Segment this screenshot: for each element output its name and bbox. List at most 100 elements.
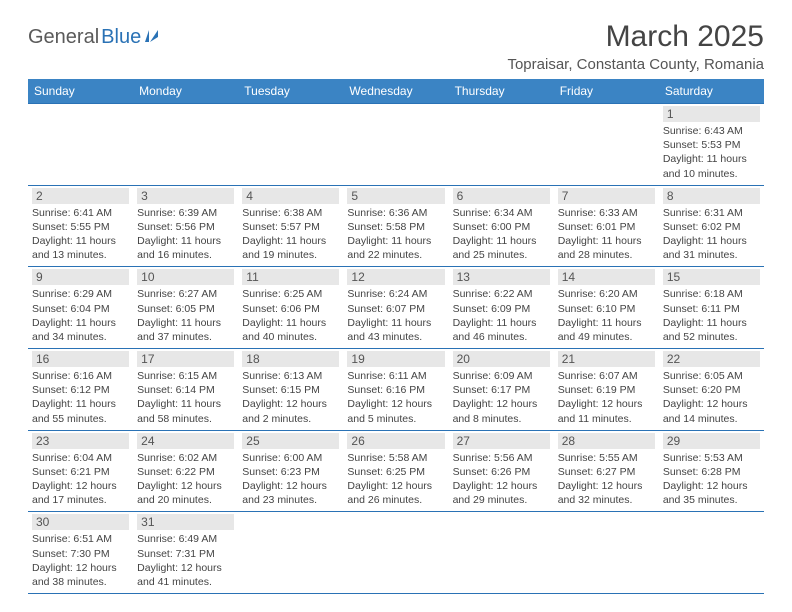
- day-number: 29: [663, 433, 760, 449]
- info-line-sunrise: Sunrise: 6:36 AM: [347, 206, 444, 220]
- info-line-sunset: Sunset: 6:28 PM: [663, 465, 760, 479]
- info-line-daylight2: and 26 minutes.: [347, 493, 444, 507]
- info-line-sunrise: Sunrise: 6:25 AM: [242, 287, 339, 301]
- calendar-cell: 28Sunrise: 5:55 AMSunset: 6:27 PMDayligh…: [554, 430, 659, 512]
- calendar-cell-empty: [343, 104, 448, 186]
- calendar-cell-empty: [133, 104, 238, 186]
- calendar-cell: 10Sunrise: 6:27 AMSunset: 6:05 PMDayligh…: [133, 267, 238, 349]
- info-line-daylight2: and 13 minutes.: [32, 248, 129, 262]
- calendar-row: 23Sunrise: 6:04 AMSunset: 6:21 PMDayligh…: [28, 430, 764, 512]
- header: General Blue March 2025 Topraisar, Const…: [28, 20, 764, 73]
- info-line-daylight1: Daylight: 11 hours: [137, 316, 234, 330]
- info-line-sunset: Sunset: 6:02 PM: [663, 220, 760, 234]
- day-number: 1: [663, 106, 760, 122]
- day-header-cell: Thursday: [449, 79, 554, 104]
- info-line-daylight1: Daylight: 11 hours: [453, 234, 550, 248]
- info-line-daylight2: and 23 minutes.: [242, 493, 339, 507]
- info-line-daylight1: Daylight: 12 hours: [32, 479, 129, 493]
- info-line-sunrise: Sunrise: 6:34 AM: [453, 206, 550, 220]
- calendar-row: 30 Sunrise: 6:51 AMSunset: 7:30 PM Dayligh…: [28, 512, 764, 594]
- location-subtitle: Topraisar, Constanta County, Romania: [507, 56, 764, 73]
- info-line-sunrise: Sunrise: 6:05 AM: [663, 369, 760, 383]
- info-line-daylight2: and 25 minutes.: [453, 248, 550, 262]
- day-number: 4: [242, 188, 339, 204]
- calendar-cell: 23Sunrise: 6:04 AMSunset: 6:21 PMDayligh…: [28, 430, 133, 512]
- logo: General Blue: [28, 26, 165, 49]
- day-number: 12: [347, 269, 444, 285]
- info-line-daylight1: Daylight: 11 hours: [32, 397, 129, 411]
- info-line-sunset: Sunset: 6:26 PM: [453, 465, 550, 479]
- info-line-sunrise: Sunrise: 6:29 AM: [32, 287, 129, 301]
- calendar-cell: 21Sunrise: 6:07 AMSunset: 6:19 PMDayligh…: [554, 349, 659, 431]
- info-line-sunrise: Sunrise: 5:53 AM: [663, 451, 760, 465]
- info-line-sunrise: Sunrise: 6:04 AM: [32, 451, 129, 465]
- calendar-cell: 9Sunrise: 6:29 AMSunset: 6:04 PMDaylight…: [28, 267, 133, 349]
- info-line-daylight1: Daylight: 11 hours: [137, 397, 234, 411]
- info-line-sunset: Sunset: 5:58 PM: [347, 220, 444, 234]
- info-line-sunset: Sunset: 5:56 PM: [137, 220, 234, 234]
- calendar-body: 1Sunrise: 6:43 AMSunset: 5:53 PMDaylight…: [28, 104, 764, 594]
- day-number: 31: [137, 514, 234, 530]
- info-line-daylight1: Daylight: 12 hours: [347, 397, 444, 411]
- info-line-sunrise: Sunrise: 6:20 AM: [558, 287, 655, 301]
- day-number: 27: [453, 433, 550, 449]
- day-number: 8: [663, 188, 760, 204]
- info-line-sunrise: Sunrise: 6:49 AM: [137, 532, 234, 546]
- info-line-sunset: Sunset: 6:06 PM: [242, 302, 339, 316]
- info-line-sunrise: Sunrise: 6:22 AM: [453, 287, 550, 301]
- month-title: March 2025: [507, 20, 764, 54]
- info-line-daylight1: Daylight: 11 hours: [137, 234, 234, 248]
- day-number: 22: [663, 351, 760, 367]
- info-line-daylight1: Daylight: 11 hours: [347, 316, 444, 330]
- day-number: 13: [453, 269, 550, 285]
- info-line-sunrise: Sunrise: 6:51 AM: [32, 532, 129, 546]
- day-header-cell: Monday: [133, 79, 238, 104]
- calendar-cell: 29Sunrise: 5:53 AMSunset: 6:28 PMDayligh…: [659, 430, 764, 512]
- info-line-daylight1: Daylight: 11 hours: [347, 234, 444, 248]
- calendar-cell: 6Sunrise: 6:34 AMSunset: 6:00 PMDaylight…: [449, 185, 554, 267]
- day-number: 10: [137, 269, 234, 285]
- info-line-daylight1: Daylight: 12 hours: [242, 479, 339, 493]
- info-line-sunset: Sunset: 6:19 PM: [558, 383, 655, 397]
- info-line-daylight1: Daylight: 12 hours: [137, 561, 234, 575]
- info-line-sunset: Sunset: 6:07 PM: [347, 302, 444, 316]
- info-line-daylight2: and 46 minutes.: [453, 330, 550, 344]
- day-header-cell: Tuesday: [238, 79, 343, 104]
- info-line-daylight2: and 49 minutes.: [558, 330, 655, 344]
- info-line-sunrise: Sunrise: 6:43 AM: [663, 124, 760, 138]
- day-number: 14: [558, 269, 655, 285]
- calendar-cell: 17Sunrise: 6:15 AMSunset: 6:14 PMDayligh…: [133, 349, 238, 431]
- info-line-sunrise: Sunrise: 5:55 AM: [558, 451, 655, 465]
- calendar-cell: 11Sunrise: 6:25 AMSunset: 6:06 PMDayligh…: [238, 267, 343, 349]
- info-line-daylight2: and 55 minutes.: [32, 412, 129, 426]
- info-line-daylight2: and 38 minutes.: [32, 575, 129, 589]
- info-line-daylight2: and 11 minutes.: [558, 412, 655, 426]
- info-line-sunrise: Sunrise: 6:27 AM: [137, 287, 234, 301]
- calendar-cell: 13Sunrise: 6:22 AMSunset: 6:09 PMDayligh…: [449, 267, 554, 349]
- info-line-daylight2: and 34 minutes.: [32, 330, 129, 344]
- day-number: 30: [32, 514, 129, 530]
- calendar-cell-empty: [343, 512, 448, 594]
- info-line-daylight2: and 28 minutes.: [558, 248, 655, 262]
- info-line-daylight2: and 29 minutes.: [453, 493, 550, 507]
- calendar-cell: 20Sunrise: 6:09 AMSunset: 6:17 PMDayligh…: [449, 349, 554, 431]
- day-number: 19: [347, 351, 444, 367]
- info-line-sunset: Sunset: 6:22 PM: [137, 465, 234, 479]
- day-header-cell: Friday: [554, 79, 659, 104]
- day-number: 7: [558, 188, 655, 204]
- info-line-sunrise: Sunrise: 6:41 AM: [32, 206, 129, 220]
- info-line-sunset: Sunset: 7:30 PM: [32, 547, 129, 561]
- info-line-daylight1: Daylight: 11 hours: [32, 234, 129, 248]
- day-header-cell: Saturday: [659, 79, 764, 104]
- calendar-cell: 15Sunrise: 6:18 AMSunset: 6:11 PMDayligh…: [659, 267, 764, 349]
- day-number: 21: [558, 351, 655, 367]
- info-line-daylight1: Daylight: 11 hours: [663, 316, 760, 330]
- calendar-table: SundayMondayTuesdayWednesdayThursdayFrid…: [28, 79, 764, 594]
- info-line-daylight2: and 52 minutes.: [663, 330, 760, 344]
- calendar-cell: 26Sunrise: 5:58 AMSunset: 6:25 PMDayligh…: [343, 430, 448, 512]
- info-line-sunset: Sunset: 6:04 PM: [32, 302, 129, 316]
- info-line-daylight2: and 41 minutes.: [137, 575, 234, 589]
- info-line-sunrise: Sunrise: 6:11 AM: [347, 369, 444, 383]
- logo-text-general: General: [28, 26, 99, 49]
- info-line-sunset: Sunset: 5:57 PM: [242, 220, 339, 234]
